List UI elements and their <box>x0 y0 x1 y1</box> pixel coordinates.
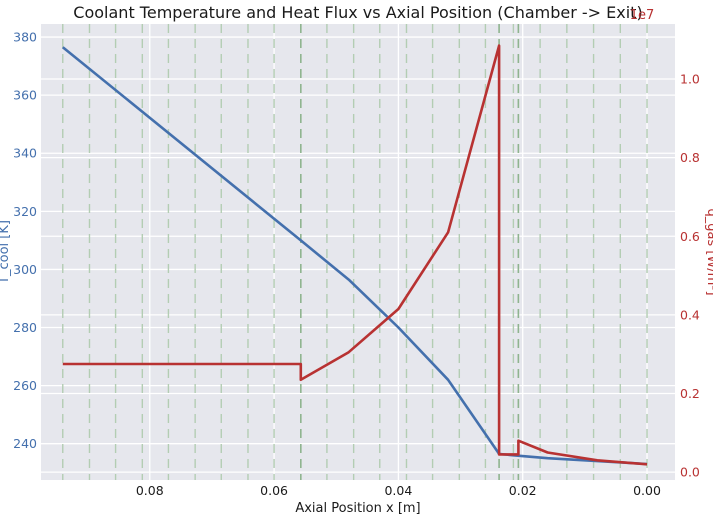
x-tick-label: 0.04 <box>384 483 412 498</box>
y-right-axis-label: q_gas [W/m²] <box>704 208 713 295</box>
y-right-tick-label: 0.2 <box>680 386 700 401</box>
y-left-tick-label: 300 <box>13 262 37 277</box>
x-tick-label: 0.06 <box>260 483 288 498</box>
y-left-tick-label: 280 <box>13 320 37 335</box>
y-right-tick-label: 1.0 <box>680 72 700 87</box>
tick-labels: 0.08 0.06 0.04 0.02 0.00 240 260 280 300 320 340 36… <box>13 30 700 498</box>
y-left-axis-label: T_cool [K] <box>0 220 12 285</box>
grid-layer <box>41 24 675 480</box>
y-left-tick-label: 340 <box>13 146 37 161</box>
chart-title: Coolant Temperature and Heat Flux vs Axi… <box>73 3 642 22</box>
series-line-t-cool <box>61 46 648 466</box>
plot-background <box>41 24 675 480</box>
x-tick-label: 0.02 <box>509 483 537 498</box>
y-left-tick-label: 380 <box>13 30 37 45</box>
y-right-tick-label: 0.4 <box>680 307 700 322</box>
vertical-marker-lines <box>62 24 648 480</box>
y-left-tick-label: 240 <box>13 436 37 451</box>
y-right-offset-label: 1e7 <box>630 8 655 23</box>
series-line-q-gas <box>62 44 648 466</box>
x-tick-label: 0.08 <box>136 483 164 498</box>
y-right-tick-label: 0.6 <box>680 229 700 244</box>
y-left-tick-label: 320 <box>13 204 37 219</box>
x-axis-label: Axial Position x [m] <box>295 501 420 516</box>
y-right-tick-label: 0.8 <box>680 150 700 165</box>
x-tick-label: 0.00 <box>633 483 661 498</box>
series-layer <box>61 44 648 466</box>
y-left-tick-label: 260 <box>13 378 37 393</box>
y-right-tick-label: 0.0 <box>680 465 700 480</box>
y-left-tick-label: 360 <box>13 88 37 103</box>
